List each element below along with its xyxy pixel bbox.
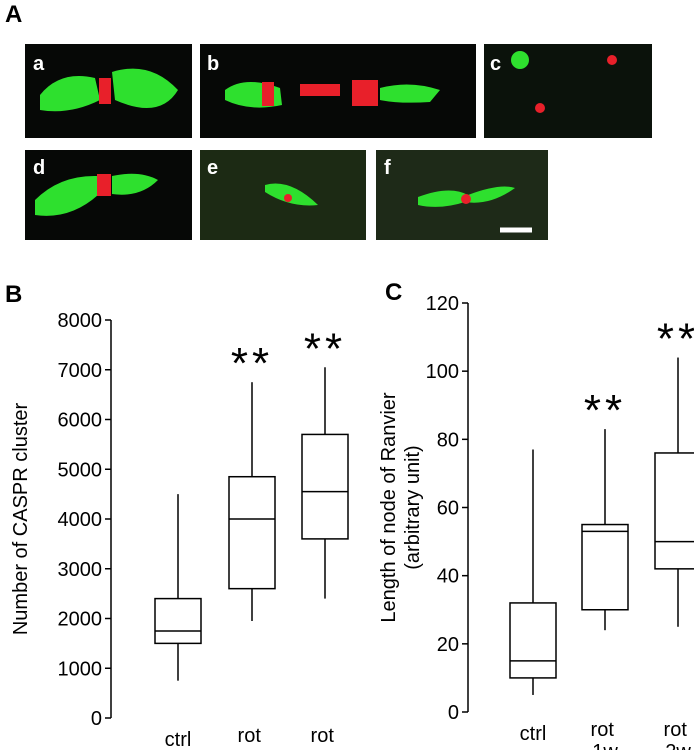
- micrographs: [25, 44, 652, 240]
- x-tick-label: rot 1w: [238, 725, 267, 750]
- x-tick-label: ctrl: [165, 729, 192, 750]
- image-label: f: [384, 157, 391, 179]
- y-tick-label: 1000: [58, 658, 103, 680]
- image-label: c: [490, 53, 501, 75]
- box: [509, 602, 557, 679]
- y-tick-label: 60: [437, 498, 459, 520]
- image-label: a: [33, 53, 45, 75]
- significance: **: [657, 315, 694, 364]
- box: [228, 475, 276, 590]
- y-tick-label: 5000: [58, 459, 103, 481]
- x-tick-label: rot 2w: [664, 719, 693, 750]
- panel-label: A: [5, 1, 22, 28]
- x-tick-label: ctrl: [520, 723, 547, 745]
- image-label: d: [33, 157, 45, 179]
- significance: **: [231, 339, 273, 388]
- y-tick-label: 8000: [58, 310, 103, 332]
- y-tick-label: 2000: [58, 609, 103, 631]
- y-axis-label: Length of node of Ranvier: [378, 392, 400, 623]
- image-label: b: [207, 53, 219, 75]
- y-tick-label: 0: [448, 702, 459, 724]
- significance: **: [304, 324, 346, 373]
- significance: **: [584, 386, 626, 435]
- y-tick-label: 20: [437, 634, 459, 656]
- y-axis-label: Number of CASPR cluster: [10, 403, 32, 636]
- box: [654, 452, 694, 570]
- x-tick-label: rot 1w: [591, 719, 620, 750]
- y-axis-label: (arbitrary unit): [402, 445, 424, 569]
- y-tick-label: 6000: [58, 410, 103, 432]
- y-tick-label: 80: [437, 429, 459, 451]
- y-tick-label: 7000: [58, 360, 103, 382]
- y-tick-label: 40: [437, 566, 459, 588]
- image-label: e: [207, 157, 218, 179]
- y-tick-label: 100: [426, 361, 459, 383]
- y-tick-label: 0: [91, 708, 102, 730]
- box: [154, 597, 202, 645]
- x-tick-label: rot 2w: [311, 725, 340, 750]
- y-tick-label: 4000: [58, 509, 103, 531]
- y-tick-label: 120: [426, 293, 459, 315]
- panel-label: C: [385, 279, 402, 306]
- panel-label: B: [5, 281, 22, 308]
- y-tick-label: 3000: [58, 559, 103, 581]
- box: [301, 433, 349, 540]
- box: [581, 523, 629, 611]
